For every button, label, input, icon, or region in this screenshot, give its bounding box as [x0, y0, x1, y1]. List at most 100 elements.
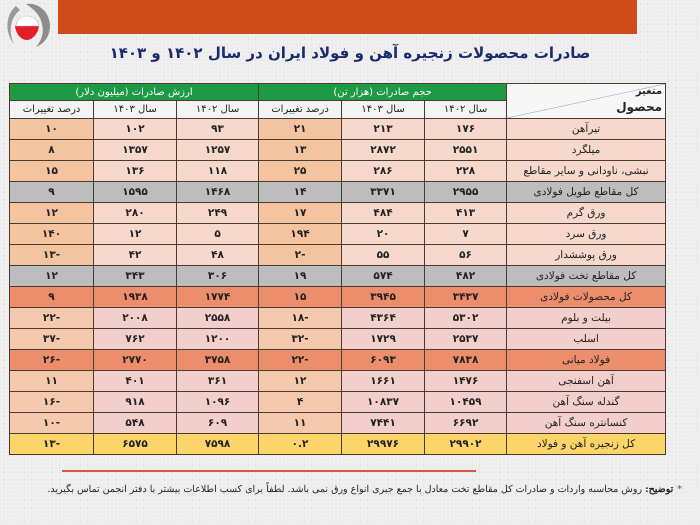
value-1402-cell: ۱۲۵۷	[176, 139, 260, 161]
volume-pct-header: درصد تغییرات	[258, 100, 343, 119]
value-1402-cell: ۲۴۹	[176, 202, 260, 224]
volume-1402-cell: ۴۱۳	[424, 202, 508, 224]
product-name-cell: ورق گرم	[506, 202, 667, 224]
value-1403-cell: ۳۴۳	[93, 265, 178, 287]
footnote-divider	[62, 470, 476, 472]
volume-1403-cell: ۲۸۷۲	[341, 139, 426, 161]
value-1403-cell: ۲۰۰۸	[93, 307, 178, 329]
value-1402-cell: ۱۲۰۰	[176, 328, 260, 350]
volume-pct-cell: ۱۷	[258, 202, 343, 224]
volume-1403-cell: ۲۰	[341, 223, 426, 245]
table-row: میلگرد ۲۵۵۱ ۲۸۷۲ ۱۳ ۱۲۵۷ ۱۳۵۷ ۸	[8, 139, 667, 161]
value-1402-cell: ۱۱۸	[176, 160, 260, 182]
product-name-cell: ورق سرد	[506, 223, 667, 245]
value-1402-cell: ۵	[176, 223, 260, 245]
volume-group-header: حجم صادرات (هزار تن)	[258, 83, 508, 101]
value-1403-cell: ۱۹۳۸	[93, 286, 178, 308]
volume-1402-header: سال ۱۴۰۲	[424, 100, 508, 119]
value-1403-cell: ۴۰۱	[93, 370, 178, 392]
volume-1402-cell: ۵۶	[424, 244, 508, 266]
page-title: صادرات محصولات زنجیره آهن و فولاد ایران …	[109, 44, 591, 62]
value-1402-cell: ۹۳	[176, 118, 260, 140]
product-name-cell: نبشی، ناودانی و سایر مقاطع	[506, 160, 667, 182]
volume-pct-cell: -۱۸	[258, 307, 343, 329]
footnote: *توضیح: روش محاسبه واردات و صادرات کل مق…	[47, 484, 682, 495]
volume-1403-header: سال ۱۴۰۳	[341, 100, 426, 119]
product-name-cell: تیرآهن	[506, 118, 667, 140]
table-row: کل محصولات فولادی ۳۴۳۷ ۳۹۴۵ ۱۵ ۱۷۷۴ ۱۹۳۸ ۹	[8, 286, 667, 308]
volume-1403-cell: ۲۱۳	[341, 118, 426, 140]
value-pct-cell: -۲۶	[8, 349, 95, 371]
volume-1402-cell: ۲۲۸	[424, 160, 508, 182]
volume-pct-cell: ۱۱	[258, 412, 343, 434]
value-pct-cell: ۱۲	[8, 202, 95, 224]
volume-1402-cell: ۲۵۳۷	[424, 328, 508, 350]
value-1403-cell: ۹۱۸	[93, 391, 178, 413]
volume-1403-cell: ۵۵	[341, 244, 426, 266]
value-1403-cell: ۱۰۲	[93, 118, 178, 140]
value-pct-cell: -۱۶	[8, 391, 95, 413]
volume-1403-cell: ۴۸۴	[341, 202, 426, 224]
volume-1403-cell: ۱۷۲۹	[341, 328, 426, 350]
volume-pct-cell: ۲۱	[258, 118, 343, 140]
volume-pct-cell: ۱۳	[258, 139, 343, 161]
value-pct-cell: -۱۳	[8, 244, 95, 266]
table-row: نبشی، ناودانی و سایر مقاطع ۲۲۸ ۲۸۶ ۲۵ ۱۱۸ ۱۳۶…	[8, 160, 667, 182]
footnote-text: روش محاسبه واردات و صادرات کل مقاطع تخت …	[47, 484, 643, 495]
volume-1403-cell: ۳۹۴۵	[341, 286, 426, 308]
value-pct-cell: ۱۴۰	[8, 223, 95, 245]
volume-1402-cell: ۷	[424, 223, 508, 245]
exports-table: متغیر محصول حجم صادرات (هزار تن) ارزش صا…	[8, 83, 667, 455]
value-1402-cell: ۴۸	[176, 244, 260, 266]
product-label: محصول	[616, 100, 663, 114]
value-1403-cell: ۴۲	[93, 244, 178, 266]
product-name-cell: کل محصولات فولادی	[506, 286, 667, 308]
value-1403-cell: ۱۳۵۷	[93, 139, 178, 161]
volume-1402-cell: ۴۸۲	[424, 265, 508, 287]
value-1402-cell: ۳۷۵۸	[176, 349, 260, 371]
volume-pct-cell: -۲۲	[258, 349, 343, 371]
product-name-cell: آهن اسفنجی	[506, 370, 667, 392]
table-row: بیلت و بلوم ۵۳۰۲ ۴۳۶۴ -۱۸ ۲۵۵۸ ۲۰۰۸ -۲۲	[8, 307, 667, 329]
table-row: اسلب ۲۵۳۷ ۱۷۲۹ -۳۲ ۱۲۰۰ ۷۶۲ -۳۷	[8, 328, 667, 350]
product-name-cell: کل مقاطع تخت فولادی	[506, 265, 667, 287]
volume-1403-cell: ۵۷۴	[341, 265, 426, 287]
header-banner	[58, 0, 637, 34]
volume-1402-cell: ۱۰۴۵۹	[424, 391, 508, 413]
product-name-cell: بیلت و بلوم	[506, 307, 667, 329]
value-1403-cell: ۵۴۸	[93, 412, 178, 434]
value-group-header: ارزش صادرات (میلیون دلار)	[8, 83, 260, 101]
table-row: فولاد میانی ۷۸۳۸ ۶۰۹۳ -۲۲ ۳۷۵۸ ۲۷۷۰ -۲۶	[8, 349, 667, 371]
volume-pct-cell: -۲	[258, 244, 343, 266]
product-name-cell: فولاد میانی	[506, 349, 667, 371]
volume-1403-cell: ۴۳۶۴	[341, 307, 426, 329]
value-pct-cell: ۹	[8, 181, 95, 203]
value-1403-cell: ۲۷۷۰	[93, 349, 178, 371]
value-1403-cell: ۶۵۷۵	[93, 433, 178, 455]
value-pct-cell: -۱۰	[8, 412, 95, 434]
volume-pct-cell: ۱۴	[258, 181, 343, 203]
product-name-cell: کل زنجیره آهن و فولاد	[506, 433, 667, 455]
volume-1402-cell: ۵۳۰۲	[424, 307, 508, 329]
value-pct-cell: -۳۷	[8, 328, 95, 350]
value-1402-cell: ۱۴۶۸	[176, 181, 260, 203]
product-name-cell: گندله سنگ آهن	[506, 391, 667, 413]
value-1402-cell: ۲۵۵۸	[176, 307, 260, 329]
diagonal-divider	[507, 84, 666, 118]
value-1403-cell: ۲۸۰	[93, 202, 178, 224]
variable-label: متغیر	[635, 86, 663, 97]
volume-pct-cell: ۲۵	[258, 160, 343, 182]
value-pct-cell: -۲۲	[8, 307, 95, 329]
table-row: کل مقاطع طویل فولادی ۲۹۵۵ ۳۳۷۱ ۱۴ ۱۴۶۸ ۱۵۹۵ ۹	[8, 181, 667, 203]
value-1402-cell: ۶۰۹	[176, 412, 260, 434]
volume-1403-cell: ۲۹۹۷۶	[341, 433, 426, 455]
value-1402-cell: ۳۶۱	[176, 370, 260, 392]
value-pct-cell: ۱۵	[8, 160, 95, 182]
table-row: ورق سرد ۷ ۲۰ ۱۹۴ ۵ ۱۲ ۱۴۰	[8, 223, 667, 245]
product-name-cell: کل مقاطع طویل فولادی	[506, 181, 667, 203]
value-1403-cell: ۱۲	[93, 223, 178, 245]
volume-1402-cell: ۲۵۵۱	[424, 139, 508, 161]
table-row: ورق گرم ۴۱۳ ۴۸۴ ۱۷ ۲۴۹ ۲۸۰ ۱۲	[8, 202, 667, 224]
value-pct-cell: ۱۰	[8, 118, 95, 140]
volume-1403-cell: ۶۰۹۳	[341, 349, 426, 371]
